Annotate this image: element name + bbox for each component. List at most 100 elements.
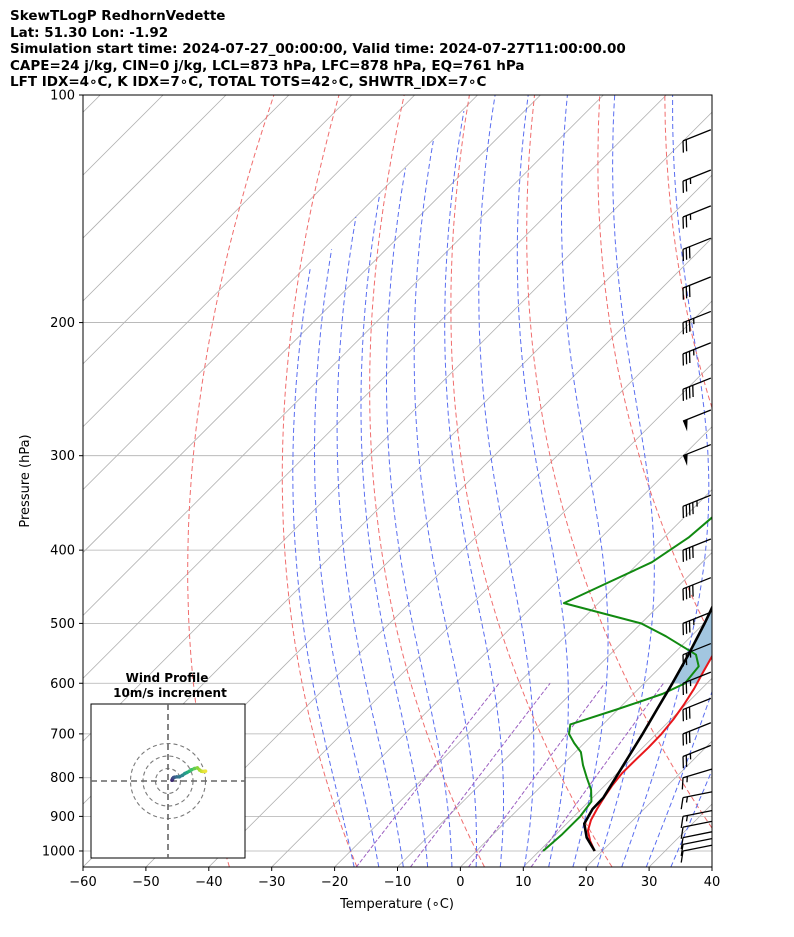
x-axis-label: Temperature (∘C) xyxy=(339,897,454,912)
isotherm-line xyxy=(145,300,712,867)
isotherm-line xyxy=(83,95,415,428)
moist-adiabat-line xyxy=(413,140,477,867)
isotherm-line xyxy=(397,551,712,867)
moist-adiabat-line xyxy=(444,110,504,867)
isotherm-line xyxy=(460,614,712,867)
hodograph-point xyxy=(195,766,200,770)
wind-barb xyxy=(680,820,713,839)
cape-area xyxy=(672,607,712,684)
barb-staff xyxy=(682,169,712,182)
wind-barb xyxy=(682,538,712,562)
header-cape-line: CAPE=24 j/kg, CIN=0 j/kg, LCL=873 hPa, L… xyxy=(10,57,525,74)
hodograph-point xyxy=(174,775,179,779)
x-tick-label: 20 xyxy=(578,875,595,890)
y-tick-label: 700 xyxy=(50,727,75,742)
wind-barbs xyxy=(680,129,713,863)
header-times: Simulation start time: 2024-07-27_00:00:… xyxy=(10,41,626,58)
moist-adiabat-line xyxy=(516,95,569,867)
wind-barb xyxy=(682,744,712,769)
barb-staff xyxy=(682,310,712,324)
barb-staff xyxy=(682,611,712,625)
x-axis-ticks: −60 −50 −40 −30 −20 −10 0 10 20 30 40 xyxy=(69,867,720,890)
isotherm-line xyxy=(711,866,712,867)
isotherm-line xyxy=(334,489,712,867)
wind-barb xyxy=(682,342,712,366)
profile-lines xyxy=(542,516,712,852)
isotherm-line xyxy=(83,95,353,365)
y-tick-label: 400 xyxy=(50,544,75,559)
wind-barb xyxy=(680,837,713,857)
isotherm-line xyxy=(208,363,712,867)
barb-staff xyxy=(682,538,712,551)
barb-staff xyxy=(682,844,713,852)
isotherm-line xyxy=(83,95,101,113)
x-tick-label: −20 xyxy=(321,875,348,890)
barb-full xyxy=(680,816,684,829)
wind-barb xyxy=(680,831,713,850)
isotherm-line xyxy=(83,95,604,616)
dewpoint-line xyxy=(542,516,712,852)
moist-adiabat-line xyxy=(292,269,355,867)
temperature-line xyxy=(586,654,712,852)
barb-staff xyxy=(682,377,712,390)
dry-adiabat-line xyxy=(187,95,275,867)
mixing-ratio-line xyxy=(355,682,500,867)
moist-adiabat-line xyxy=(645,690,712,867)
wind-barb xyxy=(682,494,712,519)
wind-barb xyxy=(682,671,712,695)
cape-fill xyxy=(672,607,712,684)
y-tick-label: 100 xyxy=(50,89,75,104)
hodograph-point xyxy=(203,769,208,773)
x-tick-label: 40 xyxy=(704,875,721,890)
barb-staff xyxy=(682,722,712,735)
isotherm-line xyxy=(83,95,227,239)
isotherm-line xyxy=(523,677,712,867)
barb-full xyxy=(680,827,684,839)
wind-barb xyxy=(680,809,713,829)
isotherm-line xyxy=(83,111,712,742)
moist-adiabat-line xyxy=(336,216,404,867)
wind-barb xyxy=(682,443,712,466)
barb-staff xyxy=(682,443,712,457)
isotherm-line xyxy=(271,426,712,867)
dry-adiabat-line xyxy=(369,95,485,867)
y-tick-label: 800 xyxy=(50,771,75,786)
moist-adiabat-line xyxy=(621,95,710,867)
header-title: SkewTLogP RedhornVedette xyxy=(10,8,226,24)
wind-barb xyxy=(682,722,712,746)
barb-staff xyxy=(682,129,712,142)
wind-barb xyxy=(682,409,712,432)
header-indices-line: LFT IDX=4∘C, K IDX=7∘C, TOTAL TOTS=42∘C,… xyxy=(10,74,487,91)
hodograph-point xyxy=(180,773,185,778)
wind-barb xyxy=(682,611,712,636)
dry-adiabat-line xyxy=(281,95,358,867)
barb-staff xyxy=(682,831,713,839)
y-axis-ticks: 1000 900 800 700 600 500 400 300 200 100 xyxy=(42,89,83,859)
isotherm-line xyxy=(585,740,712,867)
barb-flag xyxy=(683,419,688,432)
inset-body xyxy=(91,704,245,858)
dry-adiabat-line xyxy=(450,95,613,867)
barb-staff xyxy=(682,276,712,289)
wind-barb xyxy=(682,310,712,335)
barb-half xyxy=(685,796,689,803)
wind-profile-inset: Wind Profile 10m/s increment xyxy=(90,671,246,859)
wind-barb xyxy=(682,237,712,262)
y-tick-label: 600 xyxy=(50,677,75,692)
wind-barb xyxy=(682,377,712,401)
chart-header: SkewTLogP RedhornVedette Lat: 51.30 Lon:… xyxy=(10,8,626,91)
wind-barb xyxy=(681,768,712,790)
isotherm-line xyxy=(83,95,667,679)
isotherm-line xyxy=(83,95,290,302)
barb-staff xyxy=(682,744,712,758)
parcel-line xyxy=(583,604,712,852)
barb-staff xyxy=(682,791,713,799)
x-tick-label: 30 xyxy=(641,875,658,890)
dry-adiabat-line xyxy=(664,95,712,410)
wind-barb xyxy=(682,205,712,229)
barb-staff xyxy=(682,642,712,656)
barb-staff xyxy=(682,205,712,218)
x-tick-label: −40 xyxy=(195,875,222,890)
barb-flag xyxy=(683,453,688,466)
x-tick-label: −30 xyxy=(258,875,285,890)
